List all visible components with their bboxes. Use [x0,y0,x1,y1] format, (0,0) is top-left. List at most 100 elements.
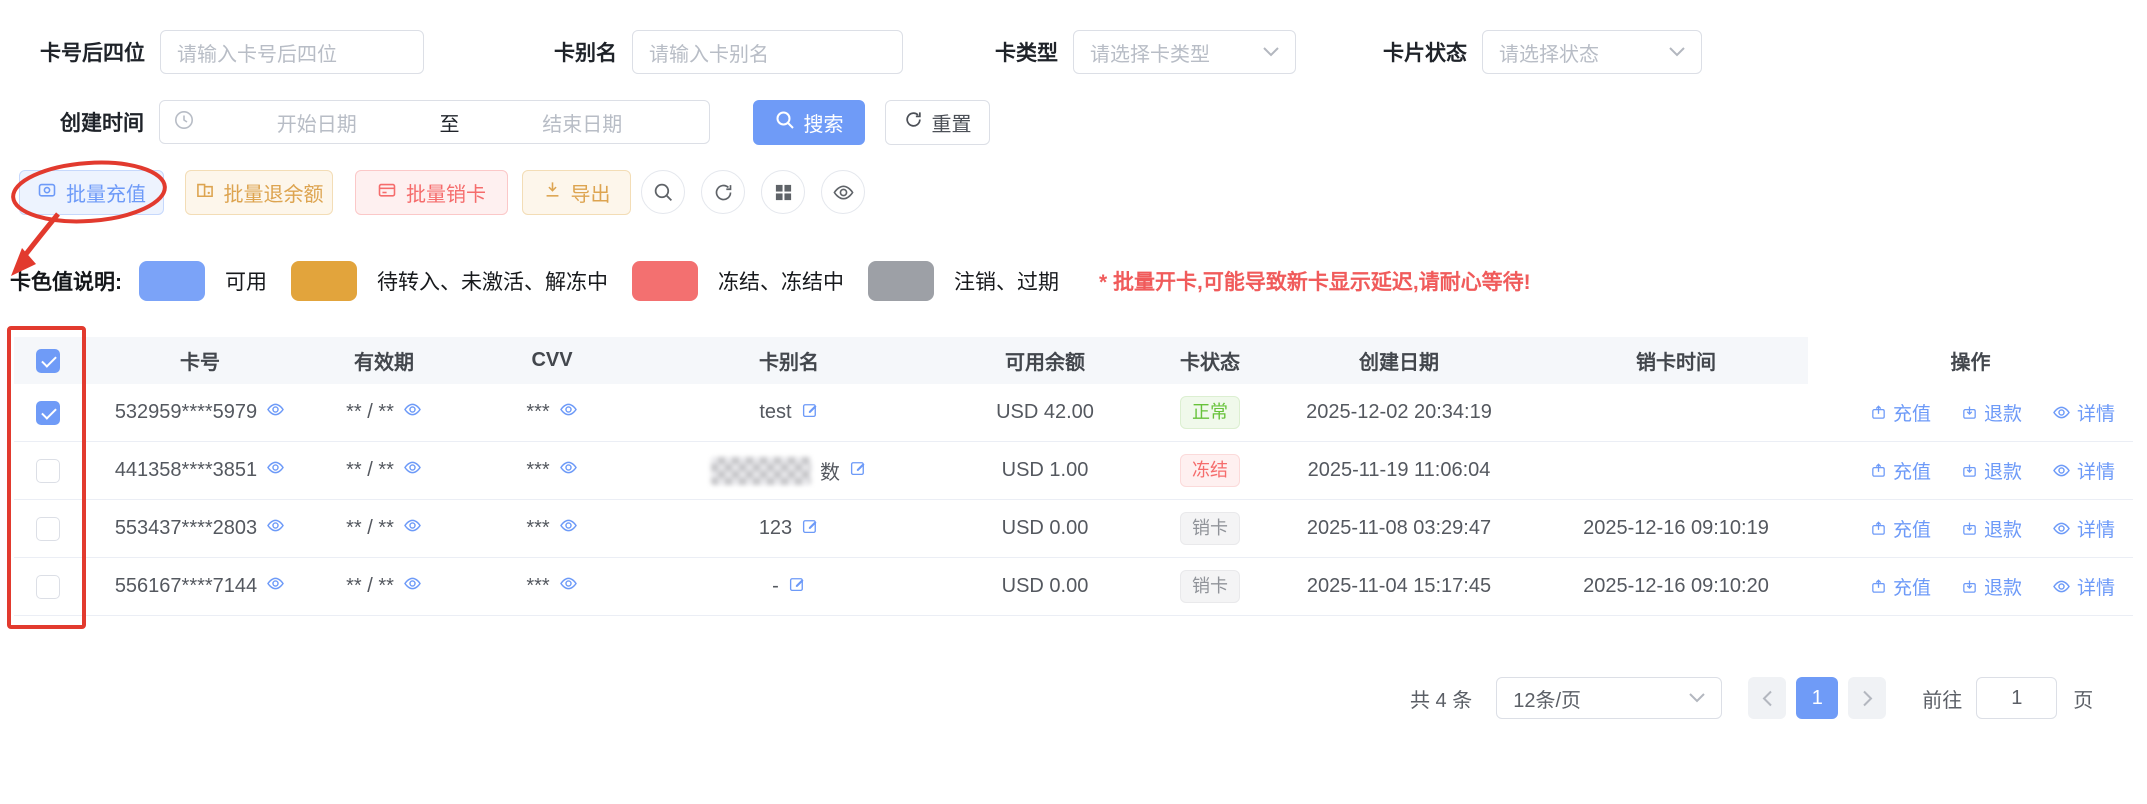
recharge-action[interactable]: 充值 [1870,457,1931,484]
refund-label: 退款 [1983,578,2022,599]
edit-icon[interactable] [788,575,806,599]
eye-icon[interactable] [403,516,422,541]
select-all-checkbox[interactable] [36,348,60,373]
card-status-select[interactable]: 请选择状态 [1482,30,1702,74]
row-checkbox[interactable] [36,516,60,541]
batch-cancel-button[interactable]: 批量销卡 [355,170,508,215]
edit-icon[interactable] [801,517,819,541]
card-alias-label: 卡别名 [554,42,617,65]
refund-action[interactable]: 退款 [1961,399,2022,426]
legend-label: 注销、过期 [954,271,1059,294]
search-button[interactable]: 搜索 [753,100,865,145]
table-row: 556167****7144 ** / ** *** - USD 0.00 销卡 [14,558,2133,616]
clock-icon [174,110,194,135]
end-date-placeholder: 结束日期 [542,113,623,136]
created-date: 2025-11-04 15:17:45 [1306,575,1492,597]
eye-icon[interactable] [403,458,422,483]
card-last4-input[interactable]: 请输入卡号后四位 [160,30,424,74]
edit-icon[interactable] [801,401,819,425]
chevron-down-icon [1669,47,1685,57]
edit-icon[interactable] [849,459,867,483]
recharge-action[interactable]: 充值 [1870,399,1931,426]
search-button-label: 搜索 [803,114,844,136]
header-validity: 有效期 [354,352,414,374]
card-type-select[interactable]: 请选择卡类型 [1073,30,1296,74]
refund-action[interactable]: 退款 [1961,515,2022,542]
reset-button[interactable]: 重置 [885,100,990,145]
legend: 卡色值说明: 可用 待转入、未激活、解冻中 冻结、冻结中 注销、过期 * 批量开… [10,260,1531,302]
card-alias-input[interactable]: 请输入卡别名 [632,30,903,74]
eye-icon-button[interactable] [821,170,865,214]
refund-label: 退款 [1983,462,2022,483]
legend-color-swatch [291,261,357,301]
created-date: 2025-11-19 11:06:04 [1307,459,1491,481]
eye-icon[interactable] [559,458,578,483]
card-status-label: 卡片状态 [1383,42,1467,65]
refresh-icon [904,110,923,135]
refund-icon [1963,464,1976,477]
page-size-select[interactable]: 12条/页 [1496,677,1723,719]
table-row: 553437****2803 ** / ** *** 123 USD 0.00 [14,500,2133,558]
cvv: *** [526,401,550,423]
goto-page-input[interactable]: 1 [1976,677,2058,719]
details-action[interactable]: 详情 [2052,457,2115,484]
eye-icon[interactable] [403,400,422,425]
alias-text: - [772,575,779,597]
card-alias-placeholder: 请输入卡别名 [649,43,769,66]
pagination: 共 4 条 12条/页 1 前往 1 页 [1410,676,2093,720]
legend-color-swatch [868,261,934,301]
balance: USD 42.00 [996,401,1094,423]
cvv: *** [526,517,550,539]
recharge-action[interactable]: 充值 [1870,515,1931,542]
recharge-icon [1872,405,1885,419]
eye-icon[interactable] [403,574,422,599]
eye-icon[interactable] [266,574,285,599]
card-last4-placeholder: 请输入卡号后四位 [177,43,337,66]
next-page-button[interactable] [1848,677,1887,719]
eye-icon [2053,406,2070,419]
cvv: *** [526,575,550,597]
eye-icon [2053,580,2070,593]
batch-refund-button[interactable]: 批量退余额 [185,170,333,215]
search-icon-button[interactable] [641,170,685,214]
alias-text: 123 [758,517,793,539]
legend-item: 冻结、冻结中 [632,261,844,301]
card-number: 441358****3851 [114,459,258,481]
page-number-1[interactable]: 1 [1796,677,1839,719]
eye-icon[interactable] [266,458,285,483]
row-checkbox[interactable] [36,574,60,599]
folder-icon [195,180,215,206]
header-cancelled: 销卡时间 [1636,352,1716,374]
eye-icon[interactable] [559,574,578,599]
eye-icon[interactable] [559,400,578,425]
export-label: 导出 [570,184,611,206]
row-checkbox[interactable] [36,458,60,483]
recharge-action[interactable]: 充值 [1870,573,1931,600]
toolbar-icon-group [641,170,865,214]
refund-action[interactable]: 退款 [1961,457,2022,484]
alias-blur-block [711,456,811,485]
prev-page-button[interactable] [1748,677,1787,719]
refund-action[interactable]: 退款 [1961,573,2022,600]
recharge-icon [1872,463,1885,477]
eye-icon[interactable] [266,400,285,425]
eye-icon[interactable] [266,516,285,541]
details-action[interactable]: 详情 [2052,573,2115,600]
alias-cell: test [654,401,924,425]
create-time-range-picker[interactable]: 开始日期 至 结束日期 [159,100,710,144]
header-balance: 可用余额 [1005,352,1085,374]
refresh-icon-button[interactable] [701,170,745,214]
details-action[interactable]: 详情 [2052,515,2115,542]
eye-icon[interactable] [559,516,578,541]
recharge-label: 充值 [1892,520,1931,541]
details-action[interactable]: 详情 [2052,399,2115,426]
balance: USD 0.00 [1001,517,1089,539]
export-button[interactable]: 导出 [522,170,631,215]
details-label: 详情 [2076,578,2115,599]
batch-recharge-button[interactable]: 批量充值 [19,170,164,215]
card-number: 556167****7144 [114,575,258,597]
grid-icon-button[interactable] [761,170,805,214]
total-count: 共 4 条 [1410,689,1473,712]
row-checkbox[interactable] [36,400,60,425]
legend-item: 可用 [139,261,267,301]
